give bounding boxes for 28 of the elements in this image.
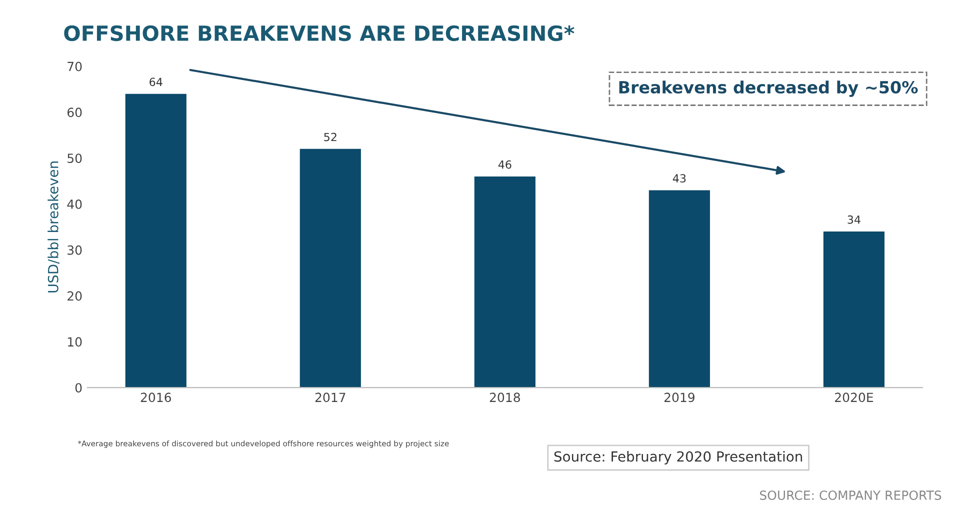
x-tick-label: 2017 [315,392,346,402]
x-tick-label: 2020E [835,392,874,402]
y-tick-label: 0 [75,383,82,393]
bar [823,232,884,388]
y-tick-label: 50 [68,154,82,164]
bar [300,148,361,388]
data-label: 64 [150,78,162,86]
x-tick-label: 2018 [490,392,520,402]
source-note: SOURCE: COMPANY REPORTS [760,490,942,500]
y-axis-title: USD/bbl breakeven [48,162,60,292]
y-tick-label: 10 [68,337,82,347]
y-tick-label: 70 [68,62,82,72]
y-tick-label: 20 [68,291,82,301]
x-tick-label: 2019 [664,392,694,402]
x-tick-label: 2016 [140,392,172,402]
y-tick-label: 40 [67,199,82,209]
y-tick-label: 60 [67,108,82,118]
bar [125,94,186,388]
data-label: 46 [498,160,512,169]
data-label: 52 [324,132,336,142]
bar [474,176,536,388]
source-note: Source: February 2020 Presentation [554,450,802,464]
chart-title: OFFSHORE BREAKEVENS ARE DECREASING* [64,25,574,42]
bar [648,190,710,388]
data-label: 43 [672,174,686,183]
annotation: Breakevens decreased by ~50% [619,80,918,97]
y-tick-label: 30 [68,245,82,255]
data-label: 34 [848,215,860,224]
